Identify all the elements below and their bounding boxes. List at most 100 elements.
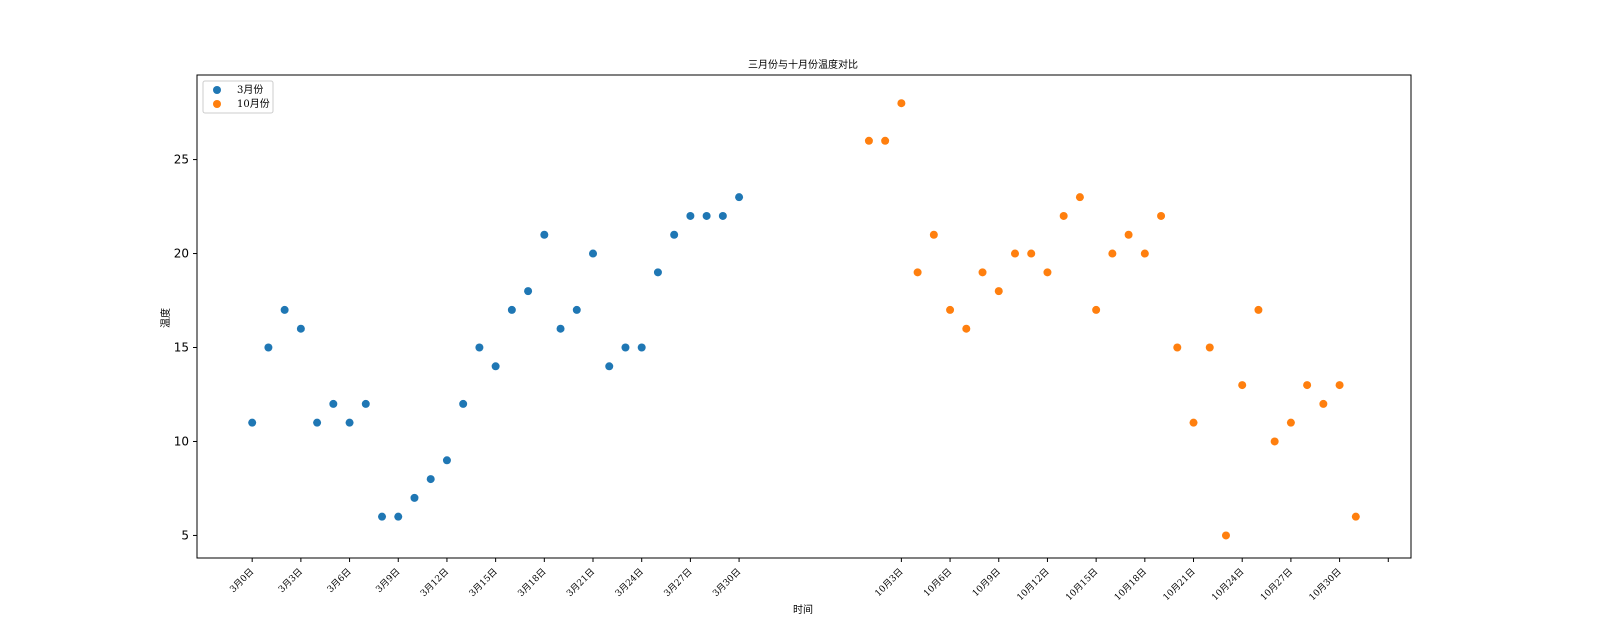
series-1-point-17	[1140, 249, 1149, 258]
series-1-point-21	[1205, 343, 1214, 352]
series-1-point-27	[1303, 381, 1312, 390]
y-tick-label-2: 15	[174, 341, 189, 355]
legend-marker-march	[213, 86, 221, 94]
x-axis-label: 时间	[793, 603, 813, 616]
series-1-point-0	[864, 136, 873, 145]
series-1-point-5	[946, 305, 955, 314]
x-tick-label-18: 10月24日	[1210, 566, 1247, 603]
y-tick-label-0: 5	[181, 528, 189, 542]
series-0-point-16	[507, 305, 516, 314]
y-axis: 5 10 15 20 25	[174, 153, 197, 542]
x-tick-label-8: 3月24日	[613, 566, 646, 599]
legend-marker-october	[213, 100, 221, 108]
series-0-point-1	[264, 343, 273, 352]
data-points	[248, 99, 1360, 540]
x-tick-label-17: 10月21日	[1161, 566, 1198, 603]
series-0-point-3	[296, 324, 305, 333]
series-1-point-28	[1319, 399, 1328, 408]
legend-label-october: 10月份	[237, 98, 270, 110]
series-0-point-21	[589, 249, 598, 258]
series-0-point-18	[540, 230, 549, 239]
x-tick-label-2: 3月6日	[325, 566, 354, 595]
series-0-point-28	[702, 211, 711, 220]
plot-area	[196, 74, 1412, 559]
series-0-point-11	[426, 475, 435, 484]
series-1-point-12	[1059, 211, 1068, 220]
legend: 3月份 10月份	[202, 80, 274, 114]
series-0-point-25	[653, 268, 662, 277]
series-0-point-17	[524, 287, 533, 296]
y-tick-label-3: 20	[174, 247, 189, 261]
series-1-point-24	[1254, 305, 1263, 314]
x-tick-label-7: 3月21日	[564, 566, 597, 599]
series-0-point-26	[670, 230, 679, 239]
x-tick-label-14: 10月12日	[1015, 566, 1052, 603]
series-0-point-9	[394, 512, 403, 521]
series-0-point-8	[378, 512, 387, 521]
series-1-point-14	[1092, 305, 1101, 314]
x-tick-label-3: 3月9日	[374, 566, 403, 595]
x-tick-label-0: 3月0日	[228, 566, 257, 595]
series-0-point-27	[686, 211, 695, 220]
x-tick-label-15: 10月15日	[1064, 566, 1101, 603]
x-tick-label-4: 3月12日	[418, 566, 451, 599]
x-tick-label-9: 3月27日	[662, 566, 695, 599]
series-1-point-29	[1335, 381, 1344, 390]
series-1-point-13	[1075, 193, 1084, 202]
y-tick-label-4: 25	[174, 153, 189, 167]
x-tick-label-16: 10月18日	[1112, 566, 1149, 603]
series-1-point-8	[994, 287, 1003, 296]
series-1-point-25	[1270, 437, 1279, 446]
series-0-point-14	[475, 343, 484, 352]
series-0-point-20	[572, 305, 581, 314]
series-0-point-4	[313, 418, 322, 427]
series-1-point-15	[1108, 249, 1117, 258]
x-tick-label-20: 10月30日	[1307, 566, 1344, 603]
series-1-point-20	[1189, 418, 1198, 427]
series-1-point-3	[913, 268, 922, 277]
series-0-point-12	[442, 456, 451, 465]
x-tick-label-1: 3月3日	[276, 566, 305, 595]
y-tick-label-1: 10	[174, 434, 189, 448]
y-axis-label: 温度	[159, 308, 172, 328]
series-0-point-22	[605, 362, 614, 371]
x-tick-label-10: 3月30日	[711, 566, 744, 599]
x-tick-label-11: 10月3日	[873, 566, 906, 599]
x-tick-label-5: 3月15日	[467, 566, 500, 599]
series-1-point-23	[1238, 381, 1247, 390]
series-0-point-24	[637, 343, 646, 352]
series-0-point-30	[735, 193, 744, 202]
series-1-point-10	[1027, 249, 1036, 258]
x-tick-label-12: 10月6日	[922, 566, 955, 599]
series-0-point-6	[345, 418, 354, 427]
series-1-point-1	[881, 136, 890, 145]
series-1-point-9	[1010, 249, 1019, 258]
series-1-point-4	[929, 230, 938, 239]
x-tick-label-19: 10月27日	[1258, 566, 1295, 603]
series-0-point-0	[248, 418, 257, 427]
series-0-point-15	[491, 362, 500, 371]
x-tick-label-13: 10月9日	[970, 566, 1003, 599]
series-0-point-10	[410, 493, 419, 502]
series-1-point-7	[978, 268, 987, 277]
series-0-point-13	[459, 399, 468, 408]
series-1-point-26	[1286, 418, 1295, 427]
series-0-point-7	[361, 399, 370, 408]
series-0-point-5	[329, 399, 338, 408]
series-0-point-29	[718, 211, 727, 220]
series-1-point-19	[1173, 343, 1182, 352]
series-1-point-11	[1043, 268, 1052, 277]
chart-title: 三月份与十月份温度对比	[748, 58, 858, 71]
series-0-point-19	[556, 324, 565, 333]
x-tick-label-6: 3月18日	[516, 566, 549, 599]
series-1-point-16	[1124, 230, 1133, 239]
series-1-point-2	[897, 99, 906, 108]
x-axis: 3月0日 3月3日 3月6日 3月9日 3月12日 3月15日 3月18日 3月21日 3月24…	[228, 558, 1389, 603]
series-1-point-30	[1351, 512, 1360, 521]
legend-label-march: 3月份	[237, 84, 263, 96]
series-1-point-6	[962, 324, 971, 333]
series-0-point-23	[621, 343, 630, 352]
series-0-point-2	[280, 305, 289, 314]
series-1-point-22	[1221, 531, 1230, 540]
